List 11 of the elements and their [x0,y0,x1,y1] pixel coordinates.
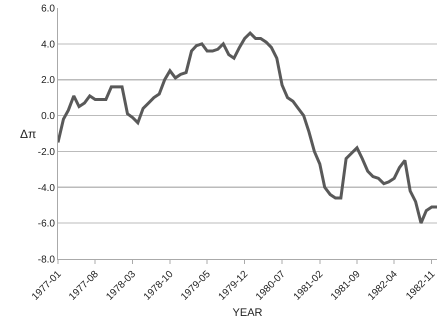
x-axis-title: YEAR [232,306,263,319]
y-tick-label: 6.0 [41,4,56,14]
y-tick-label: 4.0 [41,39,56,50]
line-series [58,32,437,225]
y-tick-label: 0.0 [41,111,56,122]
y-tick-label: -4.0 [38,182,56,194]
y-tick-label: -8.0 [38,254,56,266]
y-axis-title: Δπ [20,127,36,141]
y-tick-label: -2.0 [38,146,56,158]
y-tick-label: -6.0 [38,218,56,230]
y-tick-label: 2.0 [41,75,56,86]
